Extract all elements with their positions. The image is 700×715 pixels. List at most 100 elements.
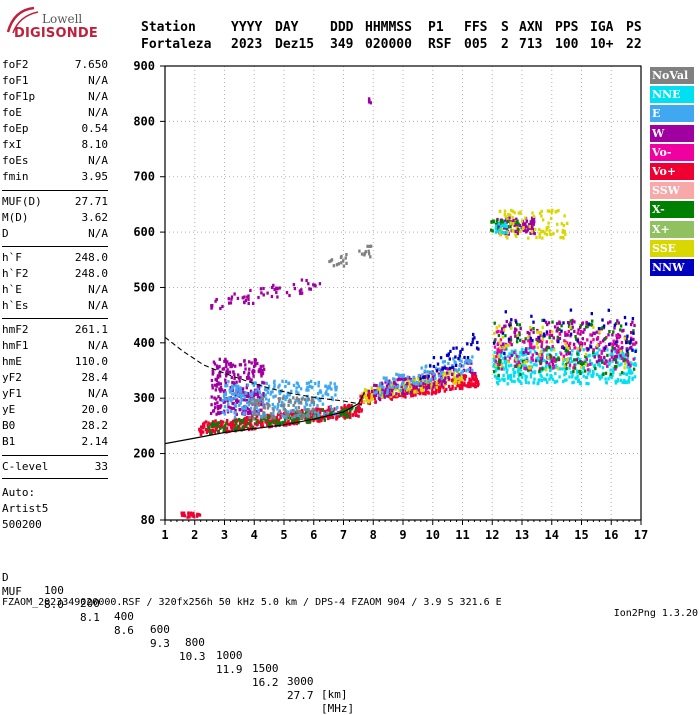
data-point [550,210,553,214]
data-point [235,412,238,416]
data-point [576,331,579,335]
data-point [239,401,242,405]
x-tick-label: 1 [161,528,168,542]
data-point [382,389,386,393]
data-point [263,406,266,410]
data-point [493,331,496,335]
data-point [545,363,548,367]
data-point [266,391,269,395]
data-point [386,391,389,395]
data-point [606,353,609,357]
data-point [254,389,257,393]
data-point [250,361,253,365]
data-point [610,355,614,359]
data-point [264,393,267,397]
data-point [583,327,586,332]
data-point [216,407,220,411]
data-point [213,396,216,400]
data-point [550,356,553,361]
data-point [256,384,260,388]
data-point [243,395,246,399]
data-point [533,362,536,367]
data-point [591,319,594,323]
data-point [440,382,443,386]
data-point [550,340,553,344]
data-point [295,409,299,413]
data-point [507,360,510,364]
data-point [226,371,230,375]
data-point [311,398,315,403]
data-point [210,395,213,399]
data-point [260,415,263,419]
data-point [212,360,216,364]
y-tick-label: 700 [133,170,155,184]
data-point [210,425,214,429]
data-point [595,360,599,364]
data-point [446,367,450,371]
data-point [611,333,614,337]
data-point [562,231,565,235]
data-point [451,364,454,368]
data-point [216,422,220,426]
x-tick-label: 7 [340,528,347,542]
data-point [240,421,244,425]
data-point [591,373,595,377]
data-point [455,376,458,380]
data-point [345,253,348,257]
data-point [549,368,552,373]
data-point [553,348,556,352]
data-point [596,373,599,377]
param-divider [2,190,108,191]
data-point [536,345,539,350]
data-point [279,421,282,425]
data-point [507,364,511,368]
data-point [312,400,316,404]
data-point [329,381,332,385]
x-tick-label: 6 [310,528,317,542]
data-point [532,214,535,218]
data-point [501,377,504,381]
data-point [276,402,280,406]
data-point [550,333,554,338]
data-point [253,402,256,406]
data-point [592,331,595,335]
data-point [560,352,563,356]
data-point [493,345,497,349]
data-point [218,387,221,391]
data-point [511,220,514,224]
data-point [629,369,632,373]
data-point [213,362,217,366]
data-point [435,369,439,373]
data-point [439,378,442,382]
data-point [215,297,218,302]
data-point [317,384,320,388]
data-point [241,296,244,300]
data-point [530,314,533,318]
data-point [618,348,621,352]
data-point [285,417,288,421]
data-point [234,384,238,388]
data-point [502,231,505,235]
data-point [530,356,533,360]
data-point [558,332,562,336]
param-group-muf: MUF(D) 27.71 M(D) 3.62 D N/A [2,195,108,243]
data-point [520,363,523,367]
data-point [610,376,613,380]
data-point [373,391,376,395]
data-point [233,376,236,380]
header-value-year: 2023 [231,37,263,52]
data-point [196,513,199,517]
param-value: 20.0 [81,403,109,416]
data-point [530,229,534,234]
data-point [504,221,507,225]
data-point [549,329,552,333]
data-point [465,384,468,388]
data-point [537,381,540,385]
data-point [600,375,603,379]
data-point [219,426,222,430]
data-point [434,376,437,380]
data-point [247,422,250,426]
data-point [316,411,320,415]
data-point [583,369,587,373]
data-point [616,319,619,323]
